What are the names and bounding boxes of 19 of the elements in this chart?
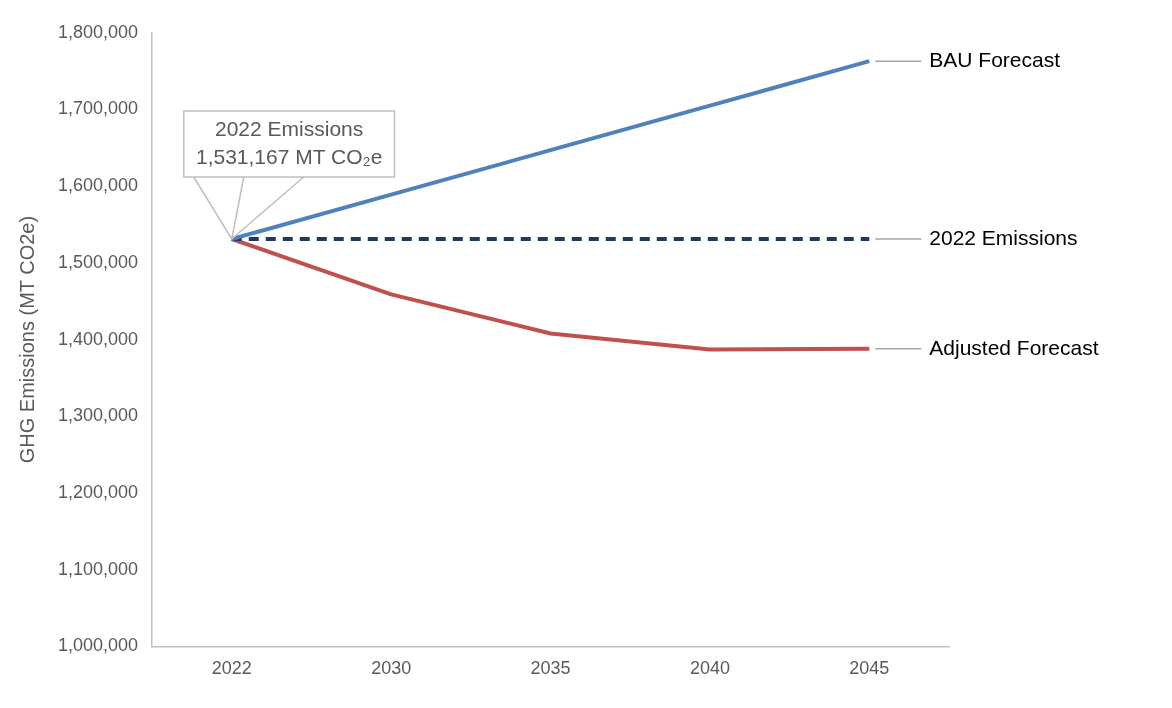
y-axis-title: GHG Emissions (MT CO2e) [15,215,38,464]
y-tick-label: 1,300,000 [58,405,139,426]
y-tick-label: 1,800,000 [58,21,139,42]
annotation: 2022 Emissions 1,531,167 MT CO₂e [195,116,383,168]
x-tick-label: 2035 [530,658,571,679]
x-tick-label: 2040 [689,658,730,679]
y-tick-label: 1,600,000 [58,175,139,196]
y-tick-label: 1,000,000 [58,635,139,656]
text: 2022 Emissions [929,225,1078,249]
x-tick-label: 2045 [849,658,890,679]
x-tick-label: 2022 [211,658,252,679]
y-tick-label: 1,700,000 [58,98,139,119]
y-tick-label: 1,200,000 [58,481,139,502]
text: Adjusted Forecast [929,335,1099,359]
x-tick-label: 2030 [371,658,412,679]
y-tick-label: 1,500,000 [58,251,139,272]
y-tick-label: 1,400,000 [58,328,139,349]
y-tick-label: 1,100,000 [58,558,139,579]
text: BAU Forecast [929,47,1061,71]
